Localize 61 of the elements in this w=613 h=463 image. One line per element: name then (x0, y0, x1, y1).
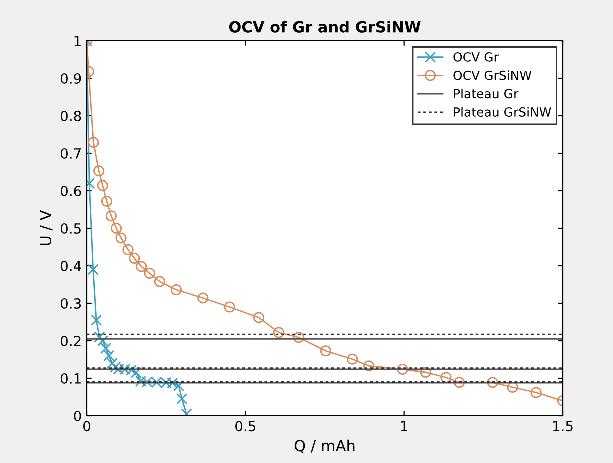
point (347, 354, 358, 365)
y-tick-label: 0.8 (60, 110, 82, 122)
point (420, 366, 432, 378)
point (106, 210, 117, 222)
x-tick-label: 0.5 (236, 421, 256, 432)
x-tick-label: 0 (83, 421, 90, 432)
legend-label: Plateau GrSiNW (454, 107, 552, 117)
point (530, 387, 542, 398)
y-tick-label: 0.5 (60, 223, 81, 234)
x-tick-label: 1.5 (553, 421, 573, 432)
point (487, 377, 498, 388)
point (440, 372, 452, 384)
point (273, 327, 285, 338)
chart-title: OCV of Gr and GrSiNW (229, 21, 421, 33)
point (144, 268, 156, 280)
point (94, 166, 105, 177)
y-tick-label: 0.4 (60, 260, 82, 272)
legend-label: Plateau Gr (454, 88, 519, 99)
legend-label: OCV Gr (454, 52, 499, 62)
point (88, 137, 100, 148)
y-tick-label: 0.9 (60, 73, 82, 84)
point (136, 261, 148, 272)
point (198, 292, 209, 304)
point (293, 332, 305, 344)
y-tick-label: 0 (74, 410, 82, 422)
y-tick-label: 1 (74, 36, 81, 46)
point (116, 232, 127, 244)
point (507, 382, 518, 394)
point (94, 332, 106, 343)
y-tick-label: 0.7 (60, 148, 81, 159)
point (104, 350, 115, 362)
y-tick-label: 0.3 (60, 298, 82, 309)
x-axis-title: Q / mAh (294, 440, 355, 454)
point (110, 222, 122, 234)
y-tick-label: 0.1 (60, 373, 81, 384)
point (167, 378, 178, 389)
point (106, 358, 118, 370)
point (97, 180, 108, 192)
point (97, 335, 108, 347)
point (154, 276, 166, 288)
y-axis-title: U / V (40, 210, 53, 246)
point (173, 380, 185, 392)
point (90, 314, 102, 326)
point (176, 394, 188, 405)
point (170, 284, 182, 296)
point (224, 302, 236, 313)
y-tick-label: 0.2 (60, 336, 81, 346)
point (364, 360, 375, 372)
point (253, 312, 265, 324)
point (88, 264, 99, 276)
point (101, 196, 113, 208)
point (100, 342, 112, 354)
y-tick-label: 0.6 (60, 186, 82, 196)
point (397, 364, 408, 376)
point (129, 252, 140, 264)
point (320, 346, 332, 357)
x-tick-label: 1 (401, 421, 408, 432)
point (454, 377, 466, 388)
point (122, 244, 134, 256)
legend-label: OCV GrSiNW (454, 70, 532, 80)
point (135, 376, 147, 388)
